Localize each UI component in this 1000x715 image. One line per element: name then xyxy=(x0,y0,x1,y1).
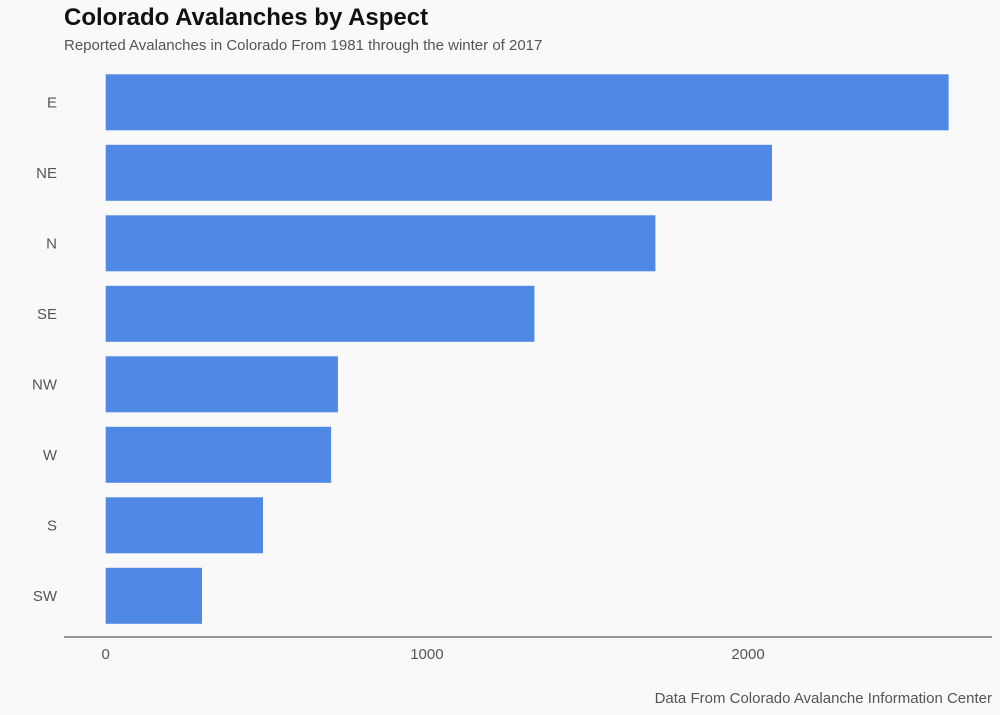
y-tick-label-n: N xyxy=(46,235,57,252)
y-tick-label-se: SE xyxy=(37,306,57,323)
bar-s xyxy=(105,497,263,554)
x-axis-labels: 0 1000 2000 xyxy=(102,646,765,663)
chart-title: Colorado Avalanches by Aspect xyxy=(64,4,429,31)
chart-caption: Data From Colorado Avalanche Information… xyxy=(654,690,992,707)
bar-n xyxy=(105,215,656,272)
bars-layer xyxy=(105,74,949,624)
x-tick-label-0: 0 xyxy=(102,646,110,663)
bar-se xyxy=(105,285,535,342)
y-tick-label-w: W xyxy=(43,447,58,464)
y-tick-label-nw: NW xyxy=(32,376,58,393)
bar-e xyxy=(105,74,949,131)
y-tick-label-e: E xyxy=(47,94,57,111)
chart-subtitle: Reported Avalanches in Colorado From 198… xyxy=(64,37,543,54)
x-tick-label-2000: 2000 xyxy=(731,646,764,663)
x-tick-label-1000: 1000 xyxy=(410,646,443,663)
y-tick-label-s: S xyxy=(47,517,57,534)
y-tick-label-sw: SW xyxy=(33,588,58,605)
bar-w xyxy=(105,426,332,483)
y-tick-label-ne: NE xyxy=(36,165,57,182)
bar-nw xyxy=(105,356,338,413)
bar-ne xyxy=(105,144,772,201)
y-axis-labels: E NE N SE NW W S SW xyxy=(32,94,58,605)
bar-sw xyxy=(105,567,202,624)
